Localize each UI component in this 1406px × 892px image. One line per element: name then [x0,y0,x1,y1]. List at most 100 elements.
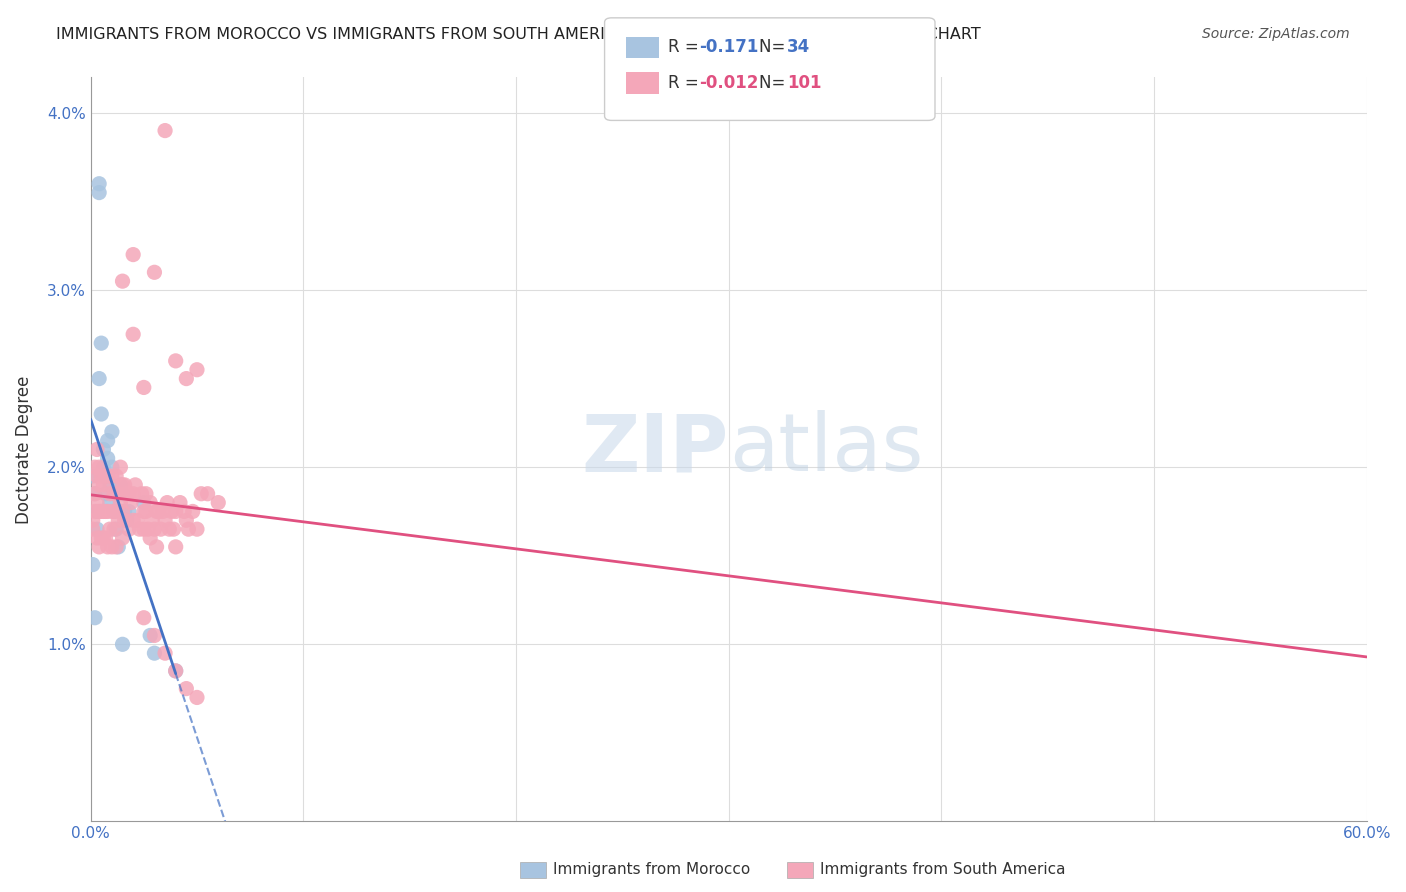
Point [153,646,176,660]
Point [165,504,187,518]
Point [176,371,198,385]
Point [89,478,111,492]
Point [97,540,120,554]
Point [122,487,145,501]
Point [186,522,208,536]
Point [114,478,136,492]
Text: ZIP: ZIP [582,410,728,489]
Point [143,628,166,642]
Point [82,513,104,527]
Point [94,531,117,545]
Point [149,522,172,536]
Point [86,531,108,545]
Point [157,522,180,536]
Point [101,504,124,518]
Point [110,478,132,492]
Point [153,123,176,137]
Point [143,522,166,536]
Point [139,495,162,509]
Point [176,513,198,527]
Point [90,407,112,421]
Point [105,469,128,483]
Point [132,495,155,509]
Point [98,495,121,509]
Text: 34: 34 [787,38,811,56]
Point [89,371,111,385]
Point [82,522,104,536]
Point [83,504,105,518]
Point [103,522,125,536]
Point [90,469,112,483]
Point [132,380,155,394]
Text: N=: N= [759,74,790,92]
Point [139,531,162,545]
Point [111,274,134,288]
Point [89,460,111,475]
Point [176,681,198,696]
Point [139,628,162,642]
Point [103,504,125,518]
Point [132,522,155,536]
Point [105,540,128,554]
Point [101,540,124,554]
Point [207,495,229,509]
Point [124,478,146,492]
Point [107,540,129,554]
Point [93,478,115,492]
Text: -0.012: -0.012 [699,74,758,92]
Point [110,460,132,475]
Point [111,531,134,545]
Point [141,513,163,527]
Point [122,513,145,527]
Point [186,362,208,376]
Point [143,265,166,279]
Point [132,611,155,625]
Point [110,495,132,509]
Point [111,637,134,651]
Point [89,504,111,518]
Point [98,478,121,492]
Point [136,522,159,536]
Point [103,487,125,501]
Point [169,495,191,509]
Point [107,487,129,501]
Point [97,451,120,466]
Point [89,540,111,554]
Point [86,522,108,536]
Text: atlas: atlas [728,410,924,489]
Point [173,504,195,518]
Point [114,504,136,518]
Text: Immigrants from Morocco: Immigrants from Morocco [553,863,749,877]
Point [83,487,105,501]
Point [145,504,167,518]
Point [89,177,111,191]
Point [83,611,105,625]
Point [122,327,145,342]
Point [148,504,170,518]
Point [111,487,134,501]
Point [153,513,176,527]
Text: IMMIGRANTS FROM MOROCCO VS IMMIGRANTS FROM SOUTH AMERICA DOCTORATE DEGREE CORREL: IMMIGRANTS FROM MOROCCO VS IMMIGRANTS FR… [56,27,981,42]
Point [190,487,212,501]
Point [93,460,115,475]
Point [132,504,155,518]
Point [93,504,115,518]
Point [128,522,150,536]
Text: Source: ZipAtlas.com: Source: ZipAtlas.com [1202,27,1350,41]
Text: R =: R = [668,38,704,56]
Point [90,504,112,518]
Point [82,469,104,483]
Point [114,513,136,527]
Point [145,540,167,554]
Text: -0.171: -0.171 [699,38,758,56]
Point [118,487,141,501]
Point [165,540,187,554]
Point [94,469,117,483]
Point [118,504,141,518]
Point [83,487,105,501]
Point [86,442,108,457]
Point [135,504,157,518]
Point [177,522,200,536]
Point [93,442,115,457]
Point [156,495,179,509]
